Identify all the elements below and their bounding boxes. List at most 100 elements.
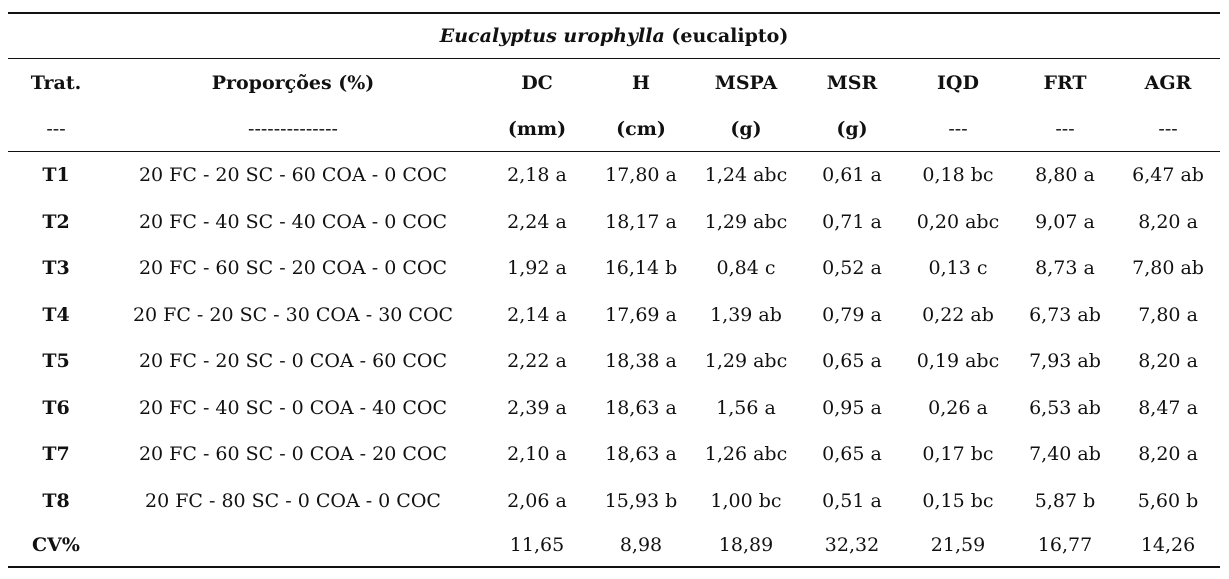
cell-frt: 8,80 a <box>1035 164 1095 187</box>
species-title-row: Eucalyptus urophylla (eucalipto) <box>8 12 1221 59</box>
species-title: Eucalyptus urophylla (eucalipto) <box>8 12 1221 59</box>
unit-dc: (mm) <box>482 107 592 152</box>
cv-row: CV% 11,65 8,98 18,89 32,32 21,59 16,77 1… <box>8 524 1221 568</box>
header-frt: FRT <box>1043 72 1087 94</box>
cell-msr: 0,65 a <box>822 350 882 373</box>
cell-frt: 6,53 ab <box>1029 396 1101 419</box>
cell-trat: T2 <box>42 210 70 233</box>
cell-proporcoes: 20 FC - 40 SC - 0 COA - 40 COC <box>138 396 448 419</box>
cell-h: 18,38 a <box>605 350 677 373</box>
cv-h: 8,98 <box>592 524 690 568</box>
cell-dc: 2,18 a <box>507 164 567 187</box>
header-msr: MSR <box>826 72 878 94</box>
cell-mspa: 1,39 ab <box>710 303 782 326</box>
cell-iqd: 0,17 bc <box>922 443 994 466</box>
cell-frt: 7,40 ab <box>1029 443 1101 466</box>
header-proporcoes: Proporções (%) <box>211 72 375 94</box>
cell-trat: T3 <box>42 257 70 280</box>
cell-dc: 1,92 a <box>507 257 567 280</box>
table-row: T8 20 FC - 80 SC - 0 COA - 0 COC 2,06 a … <box>8 478 1220 525</box>
cell-iqd: 0,13 c <box>928 257 988 280</box>
cell-proporcoes: 20 FC - 60 SC - 20 COA - 0 COC <box>138 257 448 280</box>
cell-iqd: 0,20 abc <box>916 210 1000 233</box>
table-row: T3 20 FC - 60 SC - 20 COA - 0 COC 1,92 a… <box>8 245 1220 292</box>
header-mspa: MSPA <box>714 72 778 94</box>
cell-h: 18,63 a <box>605 443 677 466</box>
cv-proporcoes <box>104 524 482 568</box>
cv-frt: 16,77 <box>1014 524 1116 568</box>
unit-frt: --- <box>1014 107 1116 152</box>
cell-iqd: 0,26 a <box>928 396 988 419</box>
cell-h: 17,69 a <box>605 303 677 326</box>
cv-dc: 11,65 <box>482 524 592 568</box>
cell-trat: T4 <box>42 303 70 326</box>
cell-mspa: 1,29 abc <box>704 210 788 233</box>
cell-mspa: 1,24 abc <box>704 164 788 187</box>
cell-trat: T7 <box>42 443 70 466</box>
cell-msr: 0,65 a <box>822 443 882 466</box>
cell-agr: 5,60 b <box>1137 489 1199 512</box>
cell-msr: 0,61 a <box>822 164 882 187</box>
cell-mspa: 1,56 a <box>716 396 776 419</box>
cell-agr: 7,80 ab <box>1132 257 1204 280</box>
cell-msr: 0,71 a <box>822 210 882 233</box>
unit-h: (cm) <box>592 107 690 152</box>
cell-msr: 0,52 a <box>822 257 882 280</box>
unit-proporcoes: -------------- <box>104 107 482 152</box>
cell-mspa: 1,00 bc <box>710 489 782 512</box>
cell-msr: 0,79 a <box>822 303 882 326</box>
cell-dc: 2,22 a <box>507 350 567 373</box>
cv-mspa: 18,89 <box>690 524 802 568</box>
results-table-container: Eucalyptus urophylla (eucalipto) Trat. P… <box>8 12 1221 568</box>
unit-iqd: --- <box>902 107 1014 152</box>
table-row: T5 20 FC - 20 SC - 0 COA - 60 COC 2,22 a… <box>8 338 1220 385</box>
cell-iqd: 0,15 bc <box>922 489 994 512</box>
header-iqd: IQD <box>937 72 979 94</box>
cell-dc: 2,24 a <box>507 210 567 233</box>
cell-frt: 5,87 b <box>1034 489 1096 512</box>
cell-iqd: 0,19 abc <box>916 350 1000 373</box>
cell-mspa: 0,84 c <box>716 257 776 280</box>
unit-msr: (g) <box>802 107 902 152</box>
cell-dc: 2,10 a <box>507 443 567 466</box>
cell-msr: 0,51 a <box>822 489 882 512</box>
cell-mspa: 1,29 abc <box>704 350 788 373</box>
results-table: Eucalyptus urophylla (eucalipto) Trat. P… <box>8 12 1221 568</box>
unit-mspa: (g) <box>690 107 802 152</box>
cell-frt: 6,73 ab <box>1029 303 1101 326</box>
table-body: T1 20 FC - 20 SC - 60 COA - 0 COC 2,18 a… <box>8 152 1221 568</box>
table-row: T2 20 FC - 40 SC - 40 COA - 0 COC 2,24 a… <box>8 199 1220 246</box>
cell-h: 17,80 a <box>605 164 677 187</box>
cell-iqd: 0,22 ab <box>922 303 994 326</box>
table-row: T7 20 FC - 60 SC - 0 COA - 20 COC 2,10 a… <box>8 431 1220 478</box>
unit-trat: --- <box>8 107 104 152</box>
cell-agr: 6,47 ab <box>1132 164 1204 187</box>
header-h: H <box>632 72 650 94</box>
cell-trat: T5 <box>42 350 70 373</box>
cell-dc: 2,14 a <box>507 303 567 326</box>
cell-iqd: 0,18 bc <box>922 164 994 187</box>
cell-proporcoes: 20 FC - 20 SC - 30 COA - 30 COC <box>132 303 454 326</box>
unit-agr: --- <box>1116 107 1221 152</box>
cell-h: 18,17 a <box>605 210 677 233</box>
cell-dc: 2,39 a <box>507 396 567 419</box>
cell-trat: T6 <box>42 396 70 419</box>
cell-frt: 8,73 a <box>1035 257 1095 280</box>
cell-agr: 8,20 a <box>1138 443 1198 466</box>
cell-agr: 7,80 a <box>1138 303 1198 326</box>
cell-msr: 0,95 a <box>822 396 882 419</box>
table-row: T6 20 FC - 40 SC - 0 COA - 40 COC 2,39 a… <box>8 385 1220 432</box>
cell-agr: 8,20 a <box>1138 210 1198 233</box>
species-common-name: (eucalipto) <box>671 25 789 47</box>
species-scientific-name: Eucalyptus urophylla <box>439 25 665 47</box>
table-row: T4 20 FC - 20 SC - 30 COA - 30 COC 2,14 … <box>8 292 1220 339</box>
cv-label: CV% <box>8 524 104 568</box>
header-dc: DC <box>521 72 553 94</box>
cell-h: 16,14 b <box>604 257 678 280</box>
cell-frt: 7,93 ab <box>1029 350 1101 373</box>
cell-proporcoes: 20 FC - 40 SC - 40 COA - 0 COC <box>138 210 448 233</box>
units-row: --- -------------- (mm) (cm) (g) (g) ---… <box>8 107 1221 152</box>
cell-proporcoes: 20 FC - 20 SC - 0 COA - 60 COC <box>138 350 448 373</box>
cell-h: 18,63 a <box>605 396 677 419</box>
cv-agr: 14,26 <box>1116 524 1221 568</box>
